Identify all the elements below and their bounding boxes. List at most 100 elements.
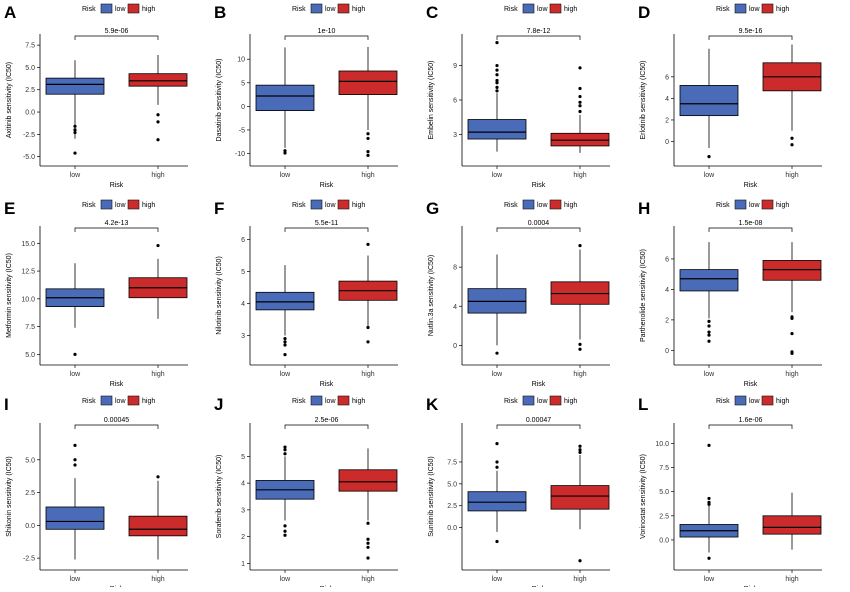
y-tick-label: 7.5 bbox=[25, 43, 35, 50]
legend-title: Risk bbox=[504, 398, 518, 405]
outlier-point bbox=[495, 85, 499, 89]
outlier-point bbox=[366, 521, 370, 525]
box-low bbox=[679, 85, 739, 117]
y-tick-label: 3 bbox=[241, 333, 245, 340]
outlier-point bbox=[495, 68, 499, 72]
y-tick-label: 10.0 bbox=[21, 296, 35, 303]
legend-swatch-high bbox=[127, 395, 140, 406]
panel-d: D Risk low high 0 2 4 6 Erlotinib sensitivity (I… bbox=[638, 3, 822, 189]
outlier-point bbox=[366, 132, 370, 136]
y-axis-title: Sunitinib sensitivity (IC50) bbox=[428, 456, 435, 537]
x-tick-label: low bbox=[492, 371, 503, 378]
outlier-point bbox=[707, 556, 711, 560]
significance-bracket bbox=[708, 424, 793, 429]
outlier-point bbox=[73, 463, 77, 467]
outlier-point bbox=[578, 347, 582, 351]
box-low bbox=[45, 77, 105, 95]
outlier-point bbox=[283, 340, 287, 344]
legend-swatch-low bbox=[310, 395, 323, 406]
x-tick-label: low bbox=[280, 576, 291, 583]
p-value-label: 4.2e-13 bbox=[105, 220, 129, 227]
legend-label-low: low bbox=[537, 398, 548, 405]
p-value-label: 9.5e-16 bbox=[739, 28, 763, 35]
y-tick-label: 0 bbox=[665, 348, 669, 355]
legend-title: Risk bbox=[716, 398, 730, 405]
y-tick-label: -2.5 bbox=[23, 556, 35, 563]
significance-bracket bbox=[284, 227, 369, 232]
legend-label-high: high bbox=[564, 6, 577, 13]
legend-label-low: low bbox=[325, 202, 336, 209]
x-tick-label: high bbox=[573, 371, 586, 378]
legend-label-low: low bbox=[325, 6, 336, 13]
box-high bbox=[128, 73, 188, 87]
outlier-point bbox=[707, 324, 711, 328]
outlier-point bbox=[707, 333, 711, 337]
y-tick-label: 4 bbox=[241, 301, 245, 308]
outlier-point bbox=[707, 443, 711, 447]
outlier-point bbox=[707, 339, 711, 343]
x-axis-title: Risk bbox=[110, 381, 124, 388]
box-high bbox=[128, 515, 188, 537]
outlier-point bbox=[283, 529, 287, 533]
outlier-point bbox=[283, 524, 287, 528]
outlier-point bbox=[366, 537, 370, 541]
y-tick-label: 5.0 bbox=[25, 65, 35, 72]
box-low bbox=[45, 506, 105, 530]
y-tick-label: 5 bbox=[241, 269, 245, 276]
y-tick-label: 0.0 bbox=[447, 525, 457, 532]
x-axis-title: Risk bbox=[320, 381, 334, 388]
outlier-point bbox=[495, 539, 499, 544]
legend-swatch-high bbox=[761, 3, 774, 14]
outlier-point bbox=[495, 81, 499, 85]
x-tick-label: high bbox=[151, 172, 164, 179]
outlier-point bbox=[790, 351, 794, 355]
y-tick-label: 2.5 bbox=[659, 513, 669, 520]
legend-label-high: high bbox=[776, 6, 789, 13]
legend-label-high: high bbox=[142, 398, 155, 405]
y-tick-label: 0.0 bbox=[659, 537, 669, 544]
legend-label-low: low bbox=[749, 6, 760, 13]
outlier-point bbox=[790, 331, 794, 336]
y-tick-label: 2 bbox=[665, 117, 669, 124]
significance-bracket bbox=[496, 35, 581, 40]
y-axis-title: Nutlin.3a sensitivity (IC50) bbox=[428, 255, 435, 336]
x-tick-label: high bbox=[361, 576, 374, 583]
box-high bbox=[762, 260, 822, 281]
p-value-label: 0.00047 bbox=[526, 417, 551, 424]
y-tick-label: 6 bbox=[665, 74, 669, 81]
outlier-point bbox=[73, 151, 77, 155]
outlier-point bbox=[283, 452, 287, 456]
p-value-label: 1e-10 bbox=[318, 28, 336, 35]
legend-title: Risk bbox=[292, 398, 306, 405]
legend-label-low: low bbox=[749, 398, 760, 405]
outlier-point bbox=[366, 541, 370, 545]
legend-label-low: low bbox=[537, 6, 548, 13]
outlier-point bbox=[707, 496, 711, 501]
p-value-label: 1.6e-06 bbox=[739, 417, 763, 424]
p-value-label: 0.00045 bbox=[104, 417, 129, 424]
y-tick-label: 9 bbox=[453, 63, 457, 70]
outlier-point bbox=[578, 66, 582, 70]
significance-bracket bbox=[284, 424, 369, 429]
outlier-point bbox=[283, 149, 287, 153]
legend-label-high: high bbox=[776, 202, 789, 209]
y-tick-label: 3 bbox=[453, 132, 457, 139]
outlier-point bbox=[790, 316, 794, 320]
y-axis-title: Erlotinib sensitivity (IC50) bbox=[640, 61, 647, 140]
legend-label-high: high bbox=[564, 398, 577, 405]
legend-swatch-high bbox=[549, 395, 562, 406]
outlier-point bbox=[366, 150, 370, 154]
y-tick-label: 2.5 bbox=[25, 490, 35, 497]
outlier-point bbox=[495, 63, 499, 68]
outlier-point bbox=[283, 445, 287, 449]
legend-label-high: high bbox=[142, 202, 155, 209]
x-tick-label: low bbox=[704, 172, 715, 179]
outlier-point bbox=[283, 151, 287, 155]
legend-title: Risk bbox=[292, 6, 306, 13]
y-tick-label: 0 bbox=[241, 104, 245, 111]
outlier-point bbox=[495, 73, 499, 77]
outlier-point bbox=[578, 444, 582, 448]
y-tick-label: 10 bbox=[237, 57, 245, 64]
outlier-point bbox=[283, 337, 287, 341]
y-tick-label: 4 bbox=[665, 96, 669, 103]
